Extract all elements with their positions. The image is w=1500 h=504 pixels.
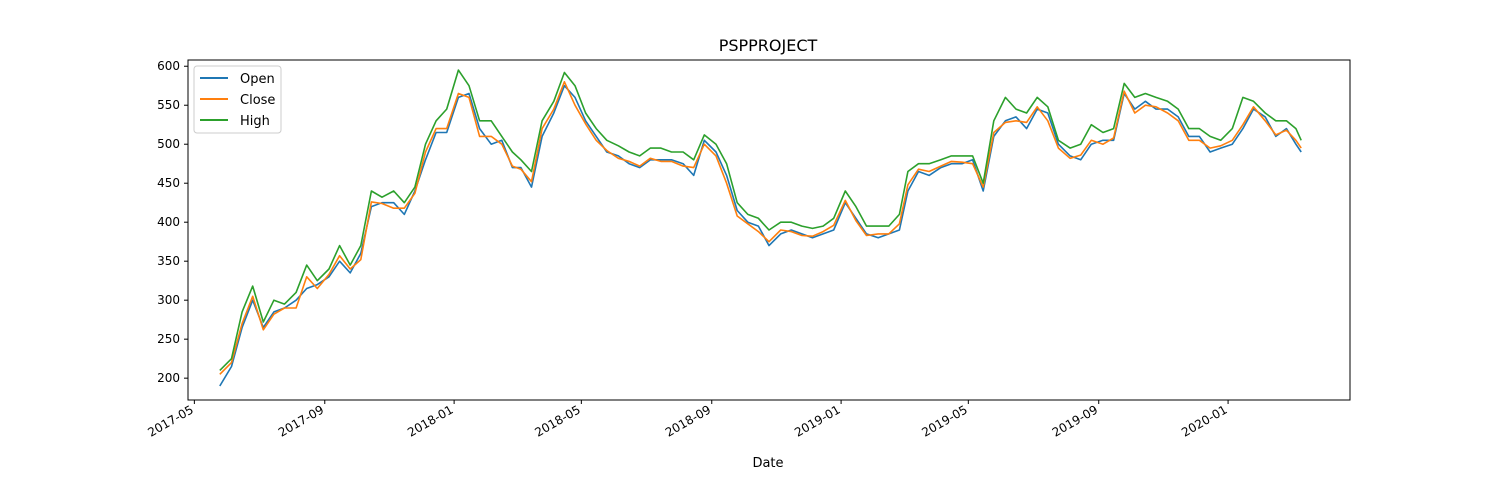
legend: Open Close High (193, 65, 282, 134)
x-tick-label: 2018-01 (405, 402, 455, 439)
x-axis-label: Date (752, 456, 783, 471)
x-tick-label: 2017-05 (145, 402, 195, 439)
x-tick-label: 2018-05 (532, 402, 582, 439)
x-tick-label: 2019-01 (792, 402, 842, 439)
y-tick-label: 600 (157, 59, 180, 73)
y-tick-label: 500 (157, 137, 180, 151)
x-tick-label: 2020-01 (1179, 402, 1229, 439)
y-tick-label: 450 (157, 176, 180, 190)
y-tick-label: 350 (157, 254, 180, 268)
series-line-open (219, 84, 1302, 387)
plot-frame (187, 59, 1351, 401)
y-tick-label: 200 (157, 371, 180, 385)
x-tick-label: 2019-09 (1050, 402, 1100, 439)
legend-label-close: Close (240, 93, 275, 108)
y-tick-label: 250 (157, 332, 180, 346)
legend-label-high: High (240, 114, 270, 129)
series-layer (219, 69, 1302, 387)
legend-label-open: Open (240, 72, 275, 87)
legend-box (193, 65, 282, 134)
series-line-close (219, 81, 1302, 375)
y-tick-label: 550 (157, 98, 180, 112)
x-tick-label: 2018-09 (663, 402, 713, 439)
y-axis: 200 250 300 350 400 450 500 550 600 (157, 59, 188, 385)
x-axis: 2017-05 2017-09 2018-01 2018-05 2018-09 2019-… (145, 400, 1230, 440)
series-line-high (219, 69, 1302, 371)
y-tick-label: 300 (157, 293, 180, 307)
chart-title: PSPPROJECT (719, 36, 818, 55)
x-tick-label: 2019-05 (919, 402, 969, 439)
y-tick-label: 400 (157, 215, 180, 229)
x-tick-label: 2017-09 (276, 402, 326, 439)
